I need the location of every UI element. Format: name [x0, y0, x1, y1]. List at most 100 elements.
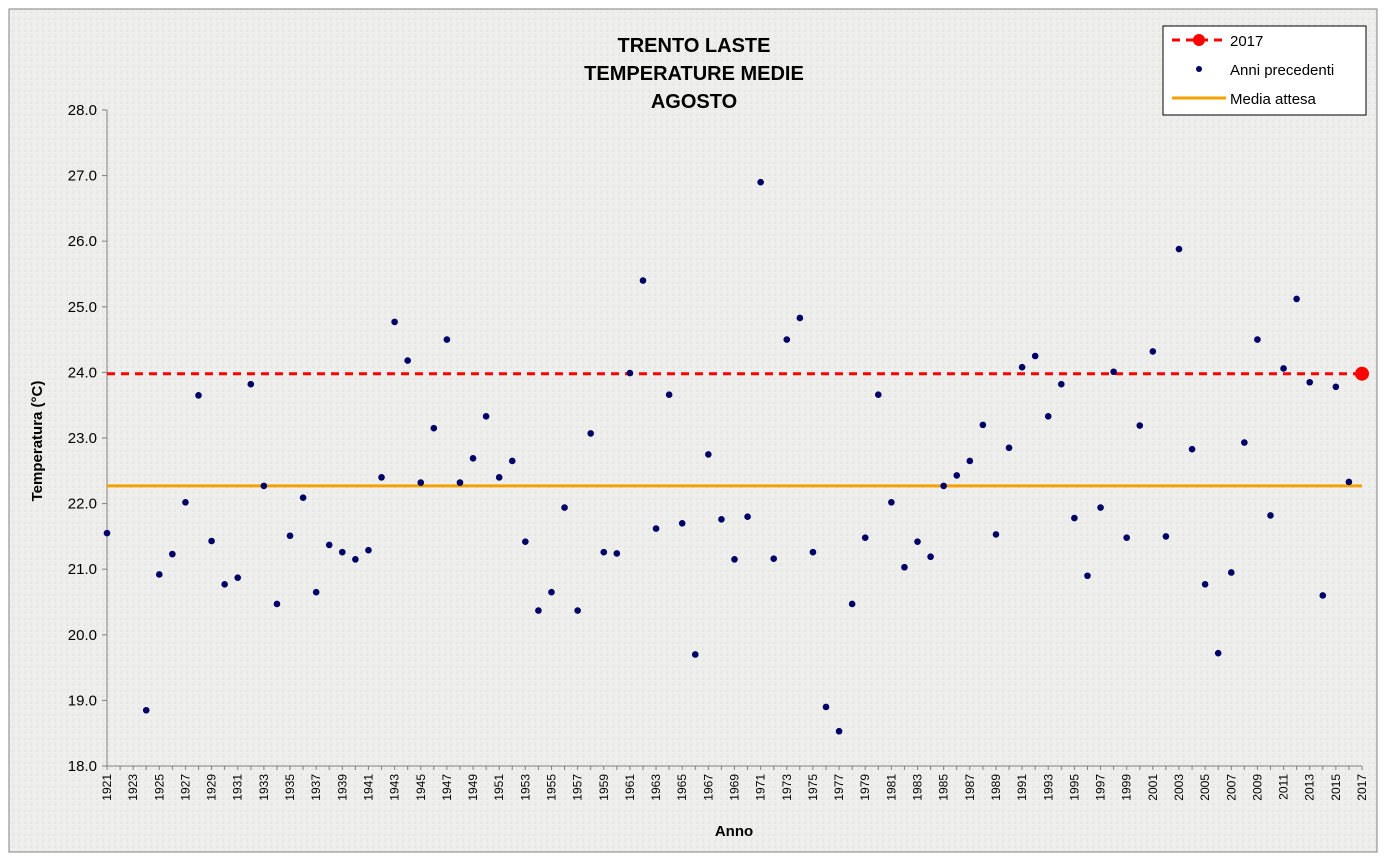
data-point	[339, 548, 346, 556]
data-point	[1044, 413, 1052, 420]
data-point	[1005, 444, 1013, 452]
x-tick-label: 1973	[780, 774, 794, 801]
data-point	[1097, 504, 1104, 511]
legend-current-label: 2017	[1230, 33, 1263, 50]
data-points	[103, 178, 1369, 735]
x-tick-label: 1929	[205, 774, 219, 801]
data-point	[312, 588, 320, 596]
data-point	[404, 357, 411, 364]
data-point	[221, 580, 228, 588]
data-point	[260, 482, 268, 490]
data-point	[691, 651, 699, 658]
data-point	[744, 513, 751, 521]
legend: 2017 Anni precedenti Media attesa	[1162, 25, 1367, 116]
data-point	[613, 550, 621, 557]
x-tick-label: 1925	[152, 774, 166, 801]
x-tick-label: 1921	[100, 774, 114, 801]
data-point	[169, 550, 176, 558]
data-point	[940, 482, 947, 490]
x-tick-label: 2009	[1250, 774, 1264, 801]
title-line-2: TEMPERATURE MEDIE	[584, 63, 804, 85]
x-tick-label: 2007	[1224, 774, 1238, 801]
data-point	[574, 607, 581, 614]
x-tick-label: 1941	[361, 774, 375, 801]
x-tick-label: 1951	[492, 774, 506, 801]
chart-title: TRENTO LASTE TEMPERATURE MEDIE AGOSTO	[584, 35, 804, 113]
data-point	[757, 178, 764, 186]
data-point	[182, 498, 189, 506]
data-point	[770, 555, 778, 563]
title-line-1: TRENTO LASTE	[618, 35, 771, 57]
data-point	[1280, 365, 1287, 372]
x-tick-label: 1997	[1094, 774, 1108, 801]
data-point	[535, 607, 542, 614]
data-point	[299, 494, 307, 501]
x-tick-label: 1945	[414, 774, 428, 801]
data-point	[456, 479, 464, 486]
data-point	[495, 474, 503, 481]
x-tick-label: 1947	[440, 774, 454, 801]
x-tick-label: 1943	[388, 774, 402, 801]
x-tick-label: 1939	[335, 774, 349, 801]
x-tick-label: 1989	[989, 774, 1003, 801]
data-point	[548, 588, 555, 596]
data-point	[822, 703, 830, 711]
data-point	[103, 529, 111, 537]
x-tick-label: 2011	[1277, 774, 1291, 800]
data-point	[914, 538, 921, 545]
data-point	[992, 531, 1000, 538]
data-point	[273, 600, 281, 608]
data-point	[365, 546, 372, 554]
x-tick-label: 1967	[701, 774, 715, 801]
y-tick-label: 28.0	[68, 102, 97, 119]
data-point	[705, 451, 712, 458]
chart-background	[8, 8, 1378, 853]
data-point	[966, 457, 974, 465]
x-tick-label: 1979	[858, 774, 872, 801]
data-point	[195, 392, 202, 399]
data-point	[1031, 352, 1039, 360]
y-tick-label: 24.0	[68, 364, 97, 381]
title-line-3: AGOSTO	[651, 91, 737, 113]
y-tick-label: 23.0	[68, 430, 97, 447]
data-point	[953, 472, 961, 479]
x-tick-label: 1963	[649, 774, 663, 801]
data-point	[234, 574, 242, 582]
data-point	[1201, 580, 1209, 588]
data-point	[1241, 439, 1248, 446]
data-point	[927, 553, 934, 561]
data-point	[1058, 380, 1065, 388]
x-tick-label: 1985	[937, 774, 951, 801]
x-tick-label: 1999	[1120, 774, 1134, 801]
y-tick-label: 18.0	[68, 758, 97, 775]
y-tick-label: 27.0	[68, 168, 97, 185]
data-point	[665, 391, 673, 399]
x-tick-label: 1975	[806, 774, 820, 801]
data-point	[901, 563, 908, 571]
x-axis-ticks: 1921 1923 1925 1927 1929 1931 1933 1935 1937 1939…	[100, 766, 1369, 801]
x-tick-label: 1961	[623, 774, 637, 801]
x-tick-label: 2001	[1146, 774, 1160, 801]
data-point	[469, 455, 477, 462]
data-point	[142, 706, 150, 714]
data-point	[861, 534, 869, 542]
data-point	[718, 516, 725, 523]
x-tick-label: 2013	[1303, 774, 1317, 801]
data-point	[1267, 512, 1274, 519]
legend-current-marker	[1193, 34, 1205, 46]
x-tick-label: 1969	[728, 774, 742, 801]
x-tick-label: 1927	[178, 774, 192, 801]
y-tick-label: 26.0	[68, 233, 97, 250]
data-point	[430, 424, 438, 432]
data-point	[1123, 534, 1130, 542]
x-tick-label: 1987	[963, 774, 977, 801]
x-tick-label: 1933	[257, 774, 271, 801]
x-tick-label: 2005	[1198, 774, 1212, 801]
data-point	[875, 391, 882, 399]
data-point	[417, 479, 425, 486]
data-point	[1345, 478, 1353, 486]
legend-mean-label: Media attesa	[1230, 91, 1317, 108]
data-point	[783, 336, 791, 343]
